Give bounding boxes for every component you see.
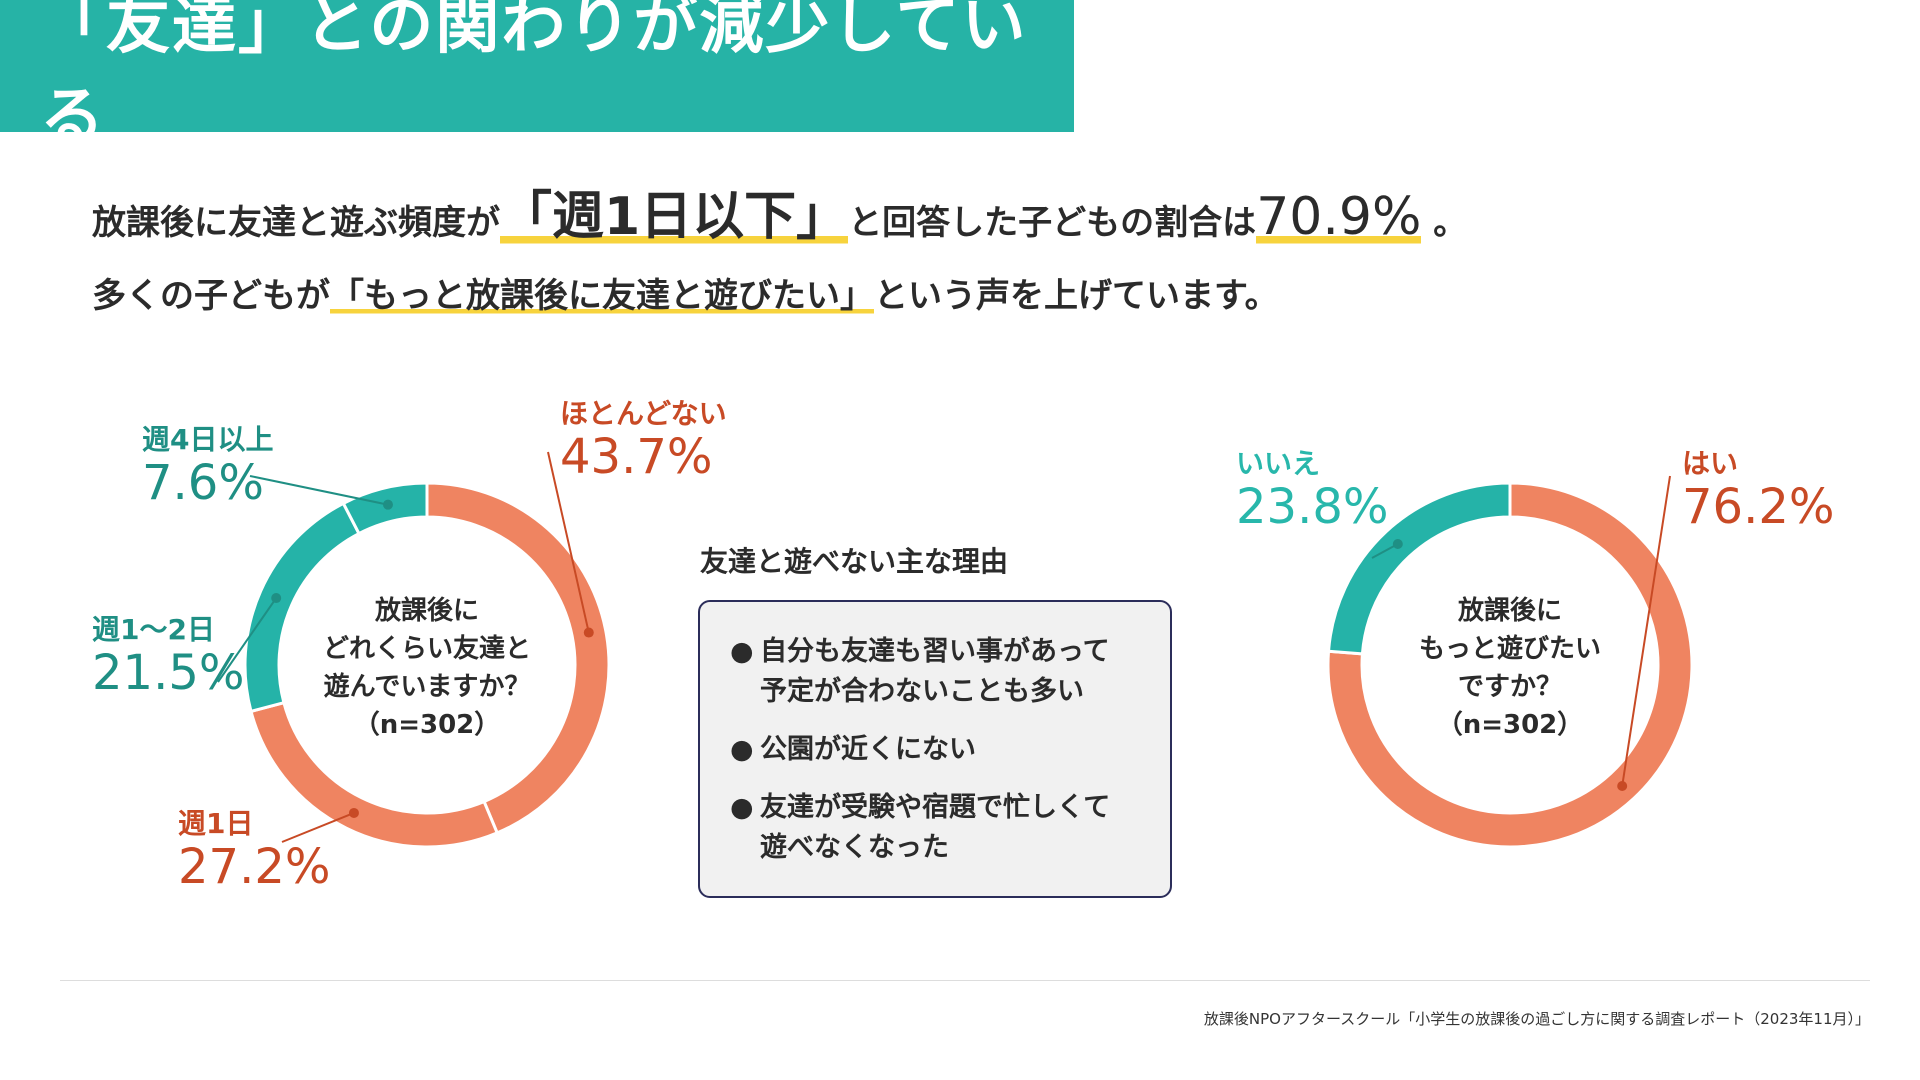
center-line: 放課後に — [1457, 596, 1562, 626]
slice-value: 21.5% — [92, 645, 245, 702]
slice-category: ほとんどない — [560, 397, 727, 430]
reason-text: 公園が近くにない — [760, 734, 976, 765]
title-band: 「友達」との関わりが減少している — [0, 0, 1074, 155]
slice-label-hotondonai: ほとんどない 43.7% — [560, 397, 727, 486]
leader-dot-hotondonai — [583, 627, 594, 638]
reason-text: 遊べなくなった — [760, 832, 949, 863]
slice-category: 週1日 — [178, 807, 254, 840]
donut-center-question-1: 放課後に どれくらい友達と 遊んでいますか？ （n=302） — [292, 592, 562, 744]
lead-line-1: 放課後に友達と遊ぶ頻度が「週1日以下」と回答した子どもの割合は70.9% 。 — [92, 182, 1467, 258]
leader-line-yes — [1621, 475, 1671, 787]
reason-text: 予定が合わないことも多い — [760, 676, 1084, 707]
reasons-box: ● 自分も友達も習い事があって 予定が合わないことも多い ● 公園が近くにない … — [698, 600, 1172, 898]
bullet-icon: ● — [730, 734, 754, 765]
reasons-title: 友達と遊べない主な理由 — [700, 545, 1009, 578]
center-line: （n=302） — [353, 710, 501, 740]
slice-category: いいえ — [1236, 447, 1321, 480]
slice-label-weekly-1: 週1日 27.2% — [178, 807, 331, 896]
slice-label-weekly-1-2: 週1〜2日 21.5% — [92, 613, 245, 702]
bullet-icon: ● — [730, 792, 754, 823]
lead-text: 放課後に友達と遊ぶ頻度が — [92, 203, 500, 243]
donut-chart-want-to-play — [1326, 481, 1694, 849]
slice-value: 7.6% — [142, 455, 264, 512]
lead-highlight-want: 「もっと放課後に友達と遊びたい」 — [330, 276, 874, 316]
reason-text: 自分も友達も習い事があって — [760, 636, 1110, 667]
slice-label-yes: はい 76.2% — [1682, 447, 1835, 536]
leader-dot-weekly-1-2 — [271, 593, 282, 604]
leader-lines — [217, 451, 1671, 843]
center-line: （n=302） — [1436, 710, 1584, 740]
slice-value: 76.2% — [1682, 479, 1835, 536]
donut-slice-yes — [1326, 481, 1694, 849]
page-title: 「友達」との関わりが減少している — [40, 0, 1028, 155]
reason-item: ● 自分も友達も習い事があって 予定が合わないことも多い — [730, 632, 1146, 712]
source-citation: 放課後NPOアフタースクール「小学生の放課後の過ごし方に関する調査レポート（20… — [1203, 1010, 1870, 1028]
leader-dot-weekly-1 — [348, 807, 359, 818]
leader-dot-weekly-4plus — [382, 499, 393, 510]
center-line: 遊んでいますか？ — [323, 672, 531, 702]
slice-label-weekly-4plus: 週4日以上 7.6% — [142, 423, 274, 512]
center-line: どれくらい友達と — [322, 634, 531, 664]
lead-line-2: 多くの子どもが「もっと放課後に友達と遊びたい」という声を上げています。 — [92, 272, 1279, 320]
lead-text: という声を上げています。 — [874, 276, 1279, 316]
slice-value: 23.8% — [1236, 479, 1389, 536]
slice-value: 43.7% — [560, 429, 713, 486]
slice-category: 週4日以上 — [142, 423, 274, 456]
donut-slice-no — [1326, 481, 1512, 656]
reason-item: ● 友達が受験や宿題で忙しくて 遊べなくなった — [730, 788, 1146, 868]
center-line: 放課後に — [374, 596, 479, 626]
lead-text: と回答した子どもの割合は — [848, 203, 1257, 243]
lead-text: 多くの子どもが — [92, 276, 330, 316]
leader-line-hotondonai — [547, 451, 590, 633]
leader-dot-yes — [1617, 780, 1628, 791]
reason-text: 友達が受験や宿題で忙しくて — [760, 792, 1111, 823]
leader-line-weekly-4plus — [249, 475, 389, 506]
center-line: もっと遊びたい — [1418, 634, 1601, 664]
donut-center-question-2: 放課後に もっと遊びたい ですか？ （n=302） — [1375, 592, 1645, 744]
leader-dot-no — [1392, 539, 1403, 550]
reason-item: ● 公園が近くにない — [730, 730, 1146, 770]
slice-category: 週1〜2日 — [92, 613, 215, 646]
slice-label-no: いいえ 23.8% — [1236, 447, 1389, 536]
center-line: ですか？ — [1457, 672, 1562, 702]
slice-value: 27.2% — [178, 839, 331, 896]
lead-text: 。 — [1421, 203, 1468, 243]
lead-highlight-percent: 70.9% — [1256, 187, 1422, 247]
slice-category: はい — [1682, 447, 1739, 480]
leader-line-weekly-1 — [281, 812, 355, 843]
leader-line-weekly-1-2 — [217, 597, 278, 683]
lead-highlight-weekly: 「週1日以下」 — [500, 187, 849, 247]
footer-divider — [60, 980, 1870, 981]
bullet-icon: ● — [730, 636, 754, 667]
